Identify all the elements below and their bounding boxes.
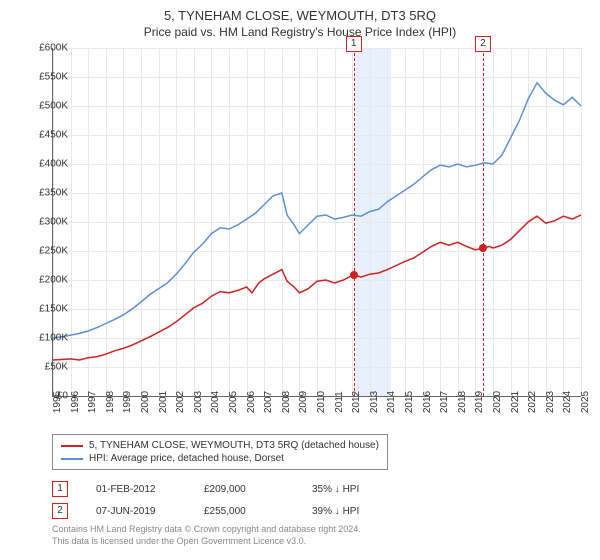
chart-plot-area: 12 — [52, 48, 581, 397]
table-row: 2 07-JUN-2019 £255,000 39% ↓ HPI — [52, 500, 392, 522]
txn-delta: 35% ↓ HPI — [312, 484, 392, 495]
x-axis-label: 2000 — [140, 391, 151, 413]
y-axis-label: £500K — [8, 101, 68, 112]
txn-price: £209,000 — [204, 484, 284, 495]
page-subtitle: Price paid vs. HM Land Registry's House … — [0, 23, 600, 39]
legend-swatch — [61, 445, 83, 447]
x-axis-label: 1997 — [87, 391, 98, 413]
marker-badge: 2 — [52, 503, 68, 519]
x-axis-label: 2002 — [175, 391, 186, 413]
marker-badge: 1 — [52, 481, 68, 497]
txn-date: 07-JUN-2019 — [96, 506, 176, 517]
footer-line: Contains HM Land Registry data © Crown c… — [52, 524, 361, 536]
x-axis-label: 2019 — [474, 391, 485, 413]
x-axis-label: 1999 — [122, 391, 133, 413]
txn-delta: 39% ↓ HPI — [312, 506, 392, 517]
series-property — [53, 215, 581, 360]
transactions-table: 1 01-FEB-2012 £209,000 35% ↓ HPI 2 07-JU… — [52, 478, 392, 522]
legend-item: HPI: Average price, detached house, Dors… — [61, 452, 379, 465]
x-axis-label: 2009 — [298, 391, 309, 413]
legend-item: 5, TYNEHAM CLOSE, WEYMOUTH, DT3 5RQ (det… — [61, 439, 379, 452]
x-axis-label: 2017 — [439, 391, 450, 413]
x-axis-label: 2020 — [492, 391, 503, 413]
legend-label: 5, TYNEHAM CLOSE, WEYMOUTH, DT3 5RQ (det… — [89, 440, 379, 451]
y-axis-label: £300K — [8, 217, 68, 228]
footer: Contains HM Land Registry data © Crown c… — [52, 524, 361, 547]
legend-swatch — [61, 458, 83, 460]
x-axis-label: 2001 — [158, 391, 169, 413]
x-axis-label: 2014 — [386, 391, 397, 413]
x-axis-label: 2015 — [404, 391, 415, 413]
x-axis-label: 2005 — [228, 391, 239, 413]
legend: 5, TYNEHAM CLOSE, WEYMOUTH, DT3 5RQ (det… — [52, 434, 388, 470]
x-axis-label: 2025 — [580, 391, 591, 413]
x-axis-label: 2003 — [193, 391, 204, 413]
y-axis-label: £200K — [8, 275, 68, 286]
txn-price: £255,000 — [204, 506, 284, 517]
x-axis-label: 2021 — [510, 391, 521, 413]
x-axis-label: 2011 — [334, 391, 345, 413]
table-row: 1 01-FEB-2012 £209,000 35% ↓ HPI — [52, 478, 392, 500]
x-axis-label: 2008 — [281, 391, 292, 413]
y-axis-label: £50K — [8, 362, 68, 373]
x-axis-label: 2010 — [316, 391, 327, 413]
y-axis-label: £250K — [8, 246, 68, 257]
y-axis-label: £100K — [8, 333, 68, 344]
x-axis-label: 2023 — [545, 391, 556, 413]
gridline-v — [581, 48, 582, 396]
x-axis-label: 2012 — [351, 391, 362, 413]
x-axis-label: 1995 — [52, 391, 63, 413]
y-axis-label: £400K — [8, 159, 68, 170]
y-axis-label: £150K — [8, 304, 68, 315]
x-axis-label: 2007 — [263, 391, 274, 413]
x-axis-label: 2006 — [246, 391, 257, 413]
series-svg — [53, 48, 581, 396]
legend-label: HPI: Average price, detached house, Dors… — [89, 453, 284, 464]
y-axis-label: £450K — [8, 130, 68, 141]
x-axis-label: 2024 — [562, 391, 573, 413]
x-axis-label: 2018 — [457, 391, 468, 413]
x-axis-label: 1996 — [70, 391, 81, 413]
x-axis-label: 2004 — [210, 391, 221, 413]
x-axis-label: 1998 — [105, 391, 116, 413]
txn-date: 01-FEB-2012 — [96, 484, 176, 495]
x-axis-label: 2013 — [369, 391, 380, 413]
page-title: 5, TYNEHAM CLOSE, WEYMOUTH, DT3 5RQ — [0, 0, 600, 23]
x-axis-label: 2016 — [422, 391, 433, 413]
chart-container: 5, TYNEHAM CLOSE, WEYMOUTH, DT3 5RQ Pric… — [0, 0, 600, 560]
y-axis-label: £600K — [8, 43, 68, 54]
y-axis-label: £350K — [8, 188, 68, 199]
y-axis-label: £550K — [8, 72, 68, 83]
footer-line: This data is licensed under the Open Gov… — [52, 536, 361, 548]
x-axis-label: 2022 — [527, 391, 538, 413]
series-hpi — [53, 83, 581, 338]
